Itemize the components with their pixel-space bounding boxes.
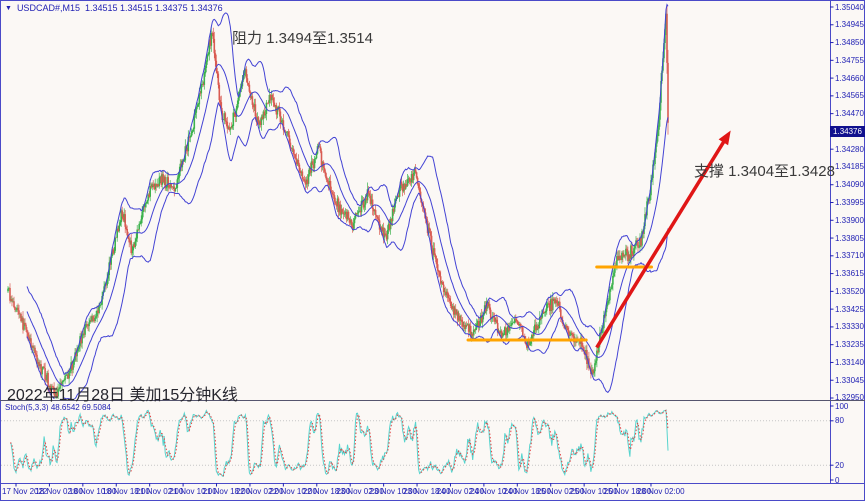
stoch-axis[interactable]: 100 80 20 0 [834, 0, 865, 501]
candles-layer [7, 4, 669, 399]
symbol-timeframe-label: USDCAD#,M15 [16, 3, 80, 13]
price-axis-label: 1.34185 [835, 162, 864, 172]
time-axis-label: 21 Nov 02:00 [135, 487, 184, 496]
price-axis-label: 1.33425 [835, 304, 864, 314]
price-axis-label: 1.35040 [835, 2, 864, 12]
price-axis-label: 1.33140 [835, 357, 864, 367]
price-axis-label: 1.34470 [835, 109, 864, 119]
support-annotation[interactable]: 支撑 1.3404至1.3428 [694, 163, 835, 180]
price-axis-label: 1.33615 [835, 269, 864, 279]
stochastic-lines [10, 409, 669, 478]
time-axis-label: 25 Nov 02:00 [536, 487, 585, 496]
stoch-indicator-label: Stoch(5,3,3) 48.6542 69.5084 [5, 403, 111, 412]
time-axis-label: 22 Nov 18:00 [302, 487, 351, 496]
price-axis-label: 1.34090 [835, 180, 864, 190]
price-axis-label: 1.33520 [835, 286, 864, 296]
price-axis-label: 1.34850 [835, 38, 864, 48]
price-axis-label: 1.34280 [835, 144, 864, 154]
time-axis-label: 28 Nov 02:00 [636, 487, 685, 496]
time-axis-label: 18 Nov 10:00 [68, 487, 117, 496]
chart-caption[interactable]: 2022年11月28日 美加15分钟K线 [7, 387, 238, 404]
price-axis-label: 1.34755 [835, 55, 864, 65]
price-axis-label: 1.34945 [835, 20, 864, 30]
price-axis-label: 1.33330 [835, 322, 864, 332]
stoch-axis-label: 0 [835, 475, 840, 485]
time-axis-label: 23 Nov 02:00 [336, 487, 384, 496]
stoch-level-lines [1, 420, 830, 466]
time-axis[interactable]: 17 Nov 2022 18 Nov 02:00 18 Nov 10:00 18 No… [0, 486, 830, 501]
price-axis-label: 1.33045 [835, 375, 864, 385]
chevron-down-icon[interactable]: ▼ [5, 4, 12, 12]
time-axis-label: 23 Nov 10:00 [369, 487, 418, 496]
stoch-values: 48.6542 69.5084 [50, 403, 111, 412]
bollinger-bands [26, 3, 669, 399]
time-axis-label: 22 Nov 02:00 [235, 487, 284, 496]
axis-ticks [15, 6, 834, 487]
current-price-tag: 1.34376 [830, 125, 865, 137]
price-axis-label: 1.33710 [835, 251, 864, 261]
time-axis-label: 24 Nov 18:00 [503, 487, 551, 496]
price-axis-label: 1.33900 [835, 215, 864, 225]
time-axis-label: 18 Nov 18:00 [102, 487, 150, 496]
time-axis-label: 25 Nov 18:00 [603, 487, 652, 496]
price-axis-label: 1.34565 [835, 91, 864, 101]
time-axis-label: 18 Nov 02:00 [35, 487, 83, 496]
price-axis-label: 1.32950 [835, 393, 864, 403]
chart-header: ▼ USDCAD#,M15 1.34515 1.34515 1.34375 1.… [5, 3, 223, 13]
time-axis-label: 17 Nov 2022 [2, 487, 48, 496]
time-axis-label: 23 Nov 18:00 [403, 487, 451, 496]
time-axis-label: 25 Nov 10:00 [570, 487, 618, 496]
stoch-axis-label: 100 [835, 401, 849, 411]
time-axis-label: 21 Nov 18:00 [202, 487, 251, 496]
time-axis-label: 22 Nov 10:00 [269, 487, 317, 496]
stoch-axis-label: 80 [835, 416, 844, 426]
price-axis-label: 1.34660 [835, 73, 864, 83]
time-axis-label: 21 Nov 10:00 [169, 487, 217, 496]
price-axis-label: 1.33805 [835, 233, 864, 243]
ohlc-values: 1.34515 1.34515 1.34375 1.34376 [84, 3, 223, 13]
time-axis-label: 24 Nov 02:00 [436, 487, 485, 496]
stoch-name: Stoch(5,3,3) [5, 403, 49, 412]
stoch-axis-label: 20 [835, 460, 844, 470]
resistance-annotation[interactable]: 阻力 1.3494至1.3514 [232, 30, 373, 47]
trend-arrow[interactable] [595, 130, 731, 349]
price-axis-label: 1.33995 [835, 197, 864, 207]
price-axis-label: 1.33235 [835, 340, 864, 350]
time-axis-label: 24 Nov 10:00 [469, 487, 518, 496]
